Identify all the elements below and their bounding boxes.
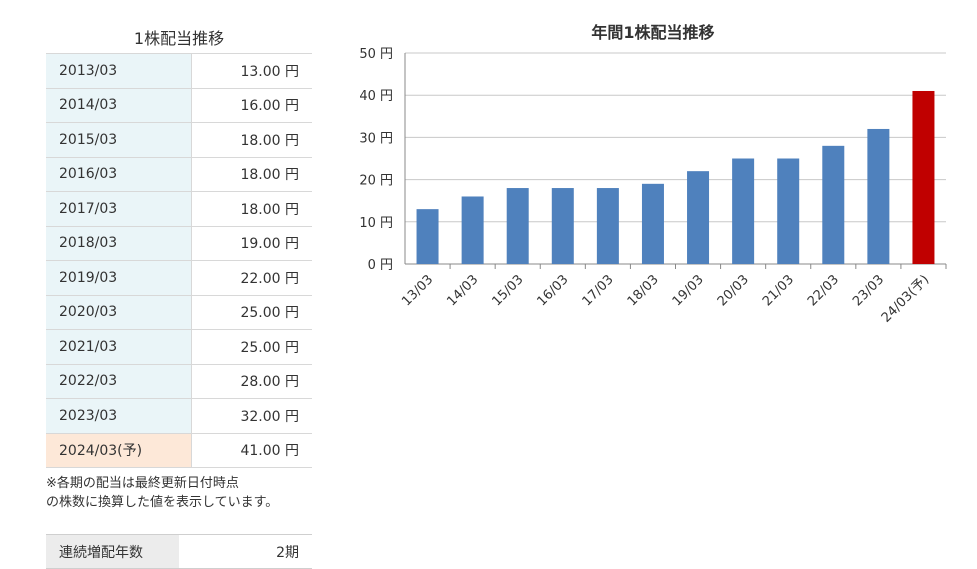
table-row: 2015/03 18.00 円 [46, 122, 312, 158]
period-cell: 2021/03 [46, 329, 192, 365]
x-tick-label: 15/03 [489, 272, 526, 309]
table-note: ※各期の配当は最終更新日付時点 の株数に換算した値を表示しています。 [46, 474, 312, 512]
bar [551, 188, 574, 264]
period-cell: 2013/03 [46, 53, 192, 89]
streak-row: 連続増配年数 2期 [46, 534, 312, 569]
note-line-2: の株数に換算した値を表示しています。 [46, 495, 279, 510]
x-tick-label: 16/03 [535, 272, 572, 309]
bar [732, 158, 755, 264]
x-tick-label: 18/03 [625, 272, 662, 309]
dividend-value-cell: 13.00 円 [191, 53, 312, 89]
x-tick-label: 21/03 [760, 272, 797, 309]
dividend-value-cell: 41.00 円 [191, 432, 312, 468]
period-cell: 2018/03 [46, 225, 192, 261]
dividend-table-panel: 1株配当推移 2013/03 13.00 円 2014/03 16.00 円 2015/… [46, 24, 312, 569]
table-row: 2014/03 16.00 円 [46, 87, 312, 123]
bar [912, 90, 935, 264]
bar [641, 183, 664, 264]
dividend-value-cell: 32.00 円 [191, 398, 312, 434]
y-tick-label: 40 円 [359, 89, 393, 104]
table-row: 2021/03 25.00 円 [46, 329, 312, 365]
table-row: 2022/03 28.00 円 [46, 363, 312, 399]
dividend-value-cell: 18.00 円 [191, 191, 312, 227]
x-tick-label: 13/03 [399, 272, 436, 309]
x-tick-labels: 13/03 14/03 15/03 16/03 17/03 18/03 19/03 20/03… [399, 264, 947, 326]
y-tick-labels: 0 円 10 円 20 円 30 円 40 円 50 円 [359, 47, 393, 273]
table-row: 2017/03 18.00 円 [46, 191, 312, 227]
note-line-1: ※各期の配当は最終更新日付時点 [46, 476, 239, 491]
period-cell: 2014/03 [46, 87, 192, 123]
table-row: 2018/03 19.00 円 [46, 225, 312, 261]
y-tick-label: 50 円 [359, 47, 393, 62]
bar [867, 128, 890, 264]
grid-lines [404, 52, 946, 265]
dividend-value-cell: 25.00 円 [191, 329, 312, 365]
table-row: 2013/03 13.00 円 [46, 53, 312, 89]
dividend-value-cell: 18.00 円 [191, 156, 312, 192]
dividend-table: 2013/03 13.00 円 2014/03 16.00 円 2015/03 18.00… [46, 53, 312, 468]
y-tick-label: 0 円 [368, 258, 393, 273]
bar [777, 158, 800, 264]
table-row: 2016/03 18.00 円 [46, 156, 312, 192]
bar [506, 188, 529, 264]
y-tick-label: 30 円 [359, 131, 393, 146]
period-cell: 2022/03 [46, 363, 192, 399]
x-tick-label: 24/03(予) [879, 272, 932, 325]
dividend-value-cell: 22.00 円 [191, 260, 312, 296]
streak-value: 2期 [179, 534, 312, 569]
bar [687, 171, 710, 264]
period-cell: 2019/03 [46, 260, 192, 296]
dividend-value-cell: 16.00 円 [191, 87, 312, 123]
dividend-value-cell: 25.00 円 [191, 294, 312, 330]
table-row: 2024/03(予) 41.00 円 [46, 432, 312, 468]
streak-label: 連続増配年数 [46, 534, 179, 569]
period-cell: 2020/03 [46, 294, 192, 330]
table-title: 1株配当推移 [133, 29, 225, 48]
bar [416, 209, 439, 264]
bars [416, 90, 935, 264]
bar [822, 145, 845, 264]
table-row: 2023/03 32.00 円 [46, 398, 312, 434]
x-tick-label: 14/03 [444, 272, 481, 309]
dividend-value-cell: 18.00 円 [191, 122, 312, 158]
period-cell: 2023/03 [46, 398, 192, 434]
x-tick-label: 23/03 [850, 272, 887, 309]
x-tick-label: 19/03 [670, 272, 707, 309]
dividend-value-cell: 28.00 円 [191, 363, 312, 399]
table-row: 2020/03 25.00 円 [46, 294, 312, 330]
streak-table: 連続増配年数 2期 [46, 534, 312, 569]
chart-title: 年間1株配当推移 [591, 23, 714, 42]
period-cell: 2017/03 [46, 191, 192, 227]
y-tick-label: 20 円 [359, 174, 393, 189]
x-tick-label: 22/03 [805, 272, 842, 309]
dividend-bar-chart: 年間1株配当推移 0 円 10 円 20 円 30 円 40 円 50 円 13/03 14… [359, 23, 947, 326]
bar [461, 196, 484, 264]
bar [596, 188, 619, 264]
y-tick-label: 10 円 [359, 216, 393, 231]
period-cell: 2015/03 [46, 122, 192, 158]
period-cell: 2024/03(予) [46, 432, 192, 468]
x-tick-label: 20/03 [715, 272, 752, 309]
period-cell: 2016/03 [46, 156, 192, 192]
table-row: 2019/03 22.00 円 [46, 260, 312, 296]
dividend-value-cell: 19.00 円 [191, 225, 312, 261]
x-tick-label: 17/03 [580, 272, 617, 309]
